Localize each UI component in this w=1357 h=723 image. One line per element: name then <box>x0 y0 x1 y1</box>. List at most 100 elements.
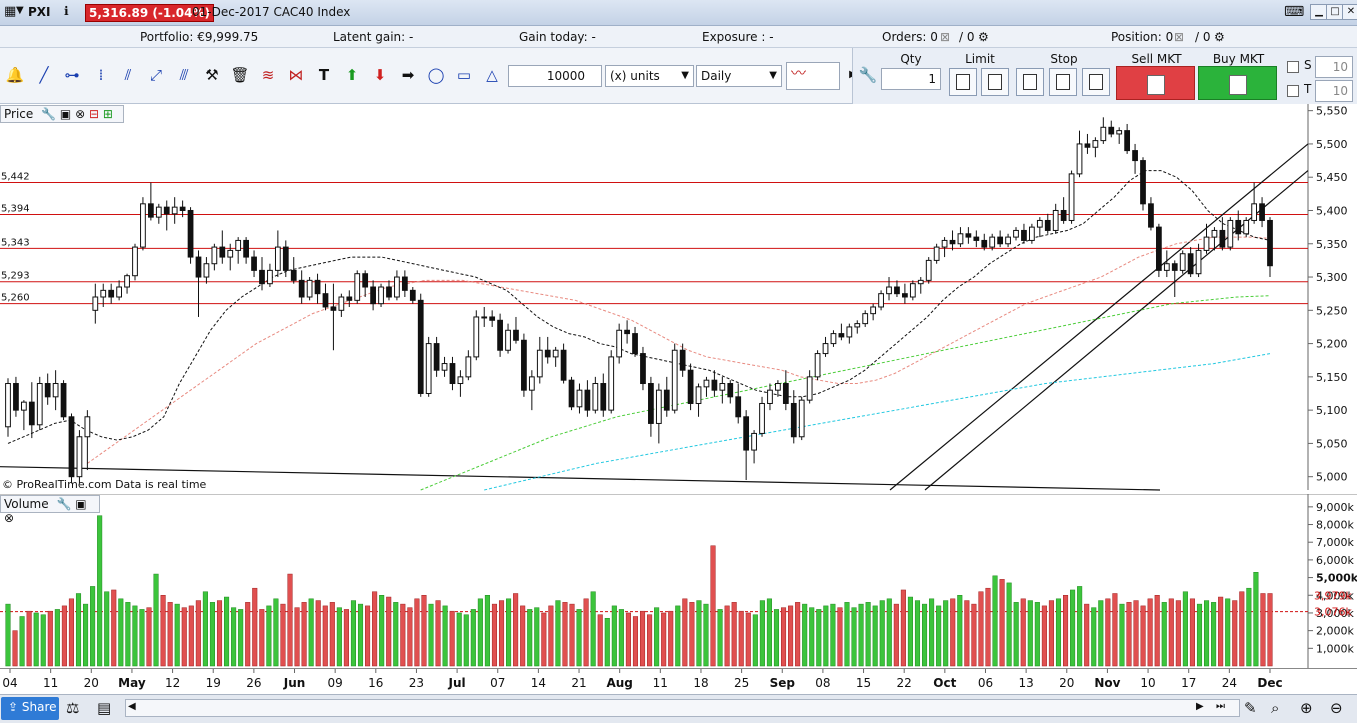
volume-bar <box>202 591 208 667</box>
grid-menu-icon[interactable]: ▦ <box>4 4 17 19</box>
compare-icon[interactable]: ⚖ <box>66 699 80 717</box>
stop-limit-button[interactable] <box>1082 68 1110 96</box>
price-tick-label: 5,400 <box>1316 204 1348 217</box>
candle-body <box>655 389 662 424</box>
table-icon[interactable]: ▤ <box>97 699 112 717</box>
volume-bar <box>1112 593 1118 667</box>
candle-body <box>1013 229 1019 238</box>
close-panel-icon[interactable]: ⊗ <box>75 107 86 121</box>
info-icon[interactable]: ℹ <box>64 4 69 18</box>
date-label: Nov <box>1094 676 1120 690</box>
move-up-icon[interactable]: ⊞ <box>102 107 113 121</box>
candle-body <box>155 206 162 218</box>
right-arrow-icon[interactable]: ➡ <box>401 66 415 84</box>
volume-bar <box>1196 603 1203 667</box>
volume-bar <box>1189 598 1195 667</box>
ellipse-tool-icon[interactable]: ◯ <box>427 66 445 84</box>
candle-body <box>187 209 194 258</box>
volume-chart[interactable]: 9,000k 8,000k 7,000k 6,000k 5,000k 4,000k 3,00… <box>0 494 1357 668</box>
parallel-tool-icon[interactable]: ⫻ <box>179 66 189 84</box>
close-position-icon[interactable]: ⊠ <box>1174 30 1185 44</box>
candle-body <box>1163 263 1170 271</box>
move-down-icon[interactable]: ⊟ <box>88 107 100 121</box>
period-select[interactable]: Daily ▼ <box>696 65 782 87</box>
candle-body <box>116 286 123 298</box>
t-input[interactable]: 10 <box>1315 80 1353 102</box>
position-link-icon[interactable]: ⚙ <box>1214 30 1225 44</box>
limit-sell-button[interactable] <box>981 68 1009 96</box>
s-input[interactable]: 10 <box>1315 56 1353 78</box>
stop-buy-button[interactable] <box>1016 68 1044 96</box>
horizontal-line-icon[interactable]: ⊶ <box>64 66 80 84</box>
volume-bar <box>555 600 561 667</box>
keyboard-icon[interactable]: ⌨ <box>1284 4 1305 20</box>
window-icon[interactable]: ▣ <box>59 107 72 121</box>
units-select[interactable]: (x) units ▼ <box>605 65 694 87</box>
volume-bar <box>957 595 963 667</box>
sell-market-button[interactable] <box>1116 66 1195 100</box>
line-tool-icon[interactable]: ╱ <box>39 66 49 84</box>
wrench-icon[interactable]: 🔧 <box>41 107 57 121</box>
candle-body <box>195 256 202 278</box>
date-label: May <box>118 676 146 690</box>
scroll-right-icon[interactable]: ▶ <box>1196 701 1204 712</box>
window-icon[interactable]: ▣ <box>75 497 87 511</box>
s-checkbox[interactable] <box>1287 61 1299 73</box>
price-tick-label: 5,050 <box>1316 437 1348 450</box>
share-button[interactable]: ⇪ Share <box>1 697 59 720</box>
settings-wrench-icon[interactable]: 🔧 <box>858 66 878 84</box>
candle-body <box>695 386 702 404</box>
date-label: 18 <box>693 676 708 690</box>
volume-bar <box>802 603 808 667</box>
vertical-line-icon[interactable]: ⁞ <box>98 66 104 84</box>
orders-link-icon[interactable]: ⚙ <box>978 30 989 44</box>
candle-body <box>362 273 369 288</box>
volume-bar <box>1070 589 1076 667</box>
scroll-left-icon[interactable]: ◀ <box>128 701 136 712</box>
alert-bell-icon[interactable]: 🔔 <box>5 66 25 84</box>
indicators-button[interactable]: 〰 <box>786 62 840 90</box>
segment-tool-icon[interactable]: ⤢ <box>149 66 162 84</box>
close-button[interactable]: ✕ <box>1342 4 1357 20</box>
candle-body <box>544 349 551 358</box>
candle-body <box>481 316 488 319</box>
trash-icon[interactable]: 🗑 <box>230 66 250 84</box>
limit-buy-button[interactable] <box>949 68 977 96</box>
zoom-in-icon[interactable]: ⊕ <box>1300 699 1313 717</box>
price-tick-label: 5,300 <box>1316 271 1348 284</box>
stop-sell-button[interactable] <box>1049 68 1077 96</box>
candle-body <box>465 356 472 378</box>
volume-tick-label: 8,000k <box>1316 519 1354 532</box>
rectangle-tool-icon[interactable]: ▭ <box>456 66 472 84</box>
close-panel-icon[interactable]: ⊗ <box>4 511 15 525</box>
candle-body <box>743 416 750 451</box>
candle-body <box>36 383 43 426</box>
volume-bar <box>1077 586 1083 667</box>
date-label: 24 <box>1222 676 1237 690</box>
channel-tool-icon[interactable]: ⫽ <box>124 66 132 84</box>
zoom-fit-icon[interactable]: ⌕ <box>1271 699 1280 717</box>
fibonacci-icon[interactable]: ≋ <box>261 66 275 84</box>
cancel-orders-icon[interactable]: ⊠ <box>940 30 951 44</box>
auto-scale-icon[interactable]: ✎ <box>1244 699 1257 717</box>
price-chart[interactable]: 5,550 5,500 5,450 5,400 5,350 5,300 5,250 5,200… <box>0 104 1357 492</box>
candle-body <box>798 399 805 438</box>
down-arrow-icon[interactable]: ⬇ <box>373 66 387 84</box>
fan-icon[interactable]: ⋈ <box>288 66 304 84</box>
text-tool-icon[interactable]: T <box>318 66 330 84</box>
up-arrow-icon[interactable]: ⬆ <box>345 66 359 84</box>
tools-icon[interactable]: ⚒ <box>205 66 219 84</box>
scroll-end-icon[interactable]: ⏭ <box>1216 701 1225 712</box>
triangle-tool-icon[interactable]: △ <box>486 66 498 84</box>
horizontal-scrollbar[interactable]: ◀ ▶ ⏭ <box>125 699 1240 717</box>
zoom-out-icon[interactable]: ⊖ <box>1330 699 1343 717</box>
wrench-icon[interactable]: 🔧 <box>56 497 72 511</box>
candle-body <box>886 286 892 295</box>
t-checkbox[interactable] <box>1287 85 1299 97</box>
candle-body <box>1092 140 1099 148</box>
candle-body <box>1179 253 1186 271</box>
quantity-input[interactable]: 10000 <box>508 65 602 87</box>
qty-input[interactable]: 1 <box>881 68 941 90</box>
dropdown-arrow-icon[interactable]: ▼ <box>16 5 24 16</box>
buy-market-button[interactable] <box>1198 66 1277 100</box>
